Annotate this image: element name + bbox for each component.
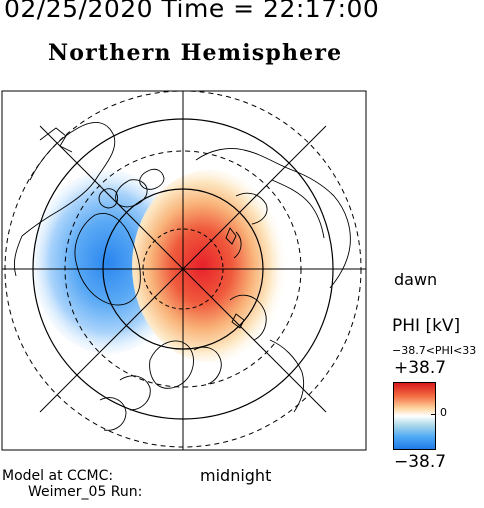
legend-title: PHI [kV]: [392, 316, 461, 336]
polar-map: [1, 90, 367, 451]
legend-range: −38.7<PHI<33: [392, 344, 477, 357]
legend-zero-value: 0: [440, 406, 447, 419]
legend-max-value: +38.7: [394, 358, 447, 378]
datetime-header: 02/25/2020 Time = 22:17:00: [4, 0, 380, 23]
midnight-label: midnight: [200, 466, 272, 485]
hemisphere-title: Northern Hemisphere: [48, 40, 343, 66]
coastlines: [13, 121, 351, 431]
meridian-diag-2: [39, 125, 327, 413]
positive-potential-cell: [132, 170, 288, 362]
model-label: Model at CCMC:: [2, 468, 114, 484]
colorbar-zero-tick: [431, 414, 435, 415]
dawn-label: dawn: [394, 270, 438, 289]
colorbar: [393, 382, 436, 450]
legend-min-value: −38.7: [394, 452, 447, 472]
run-label: Weimer_05 Run:: [28, 484, 143, 500]
